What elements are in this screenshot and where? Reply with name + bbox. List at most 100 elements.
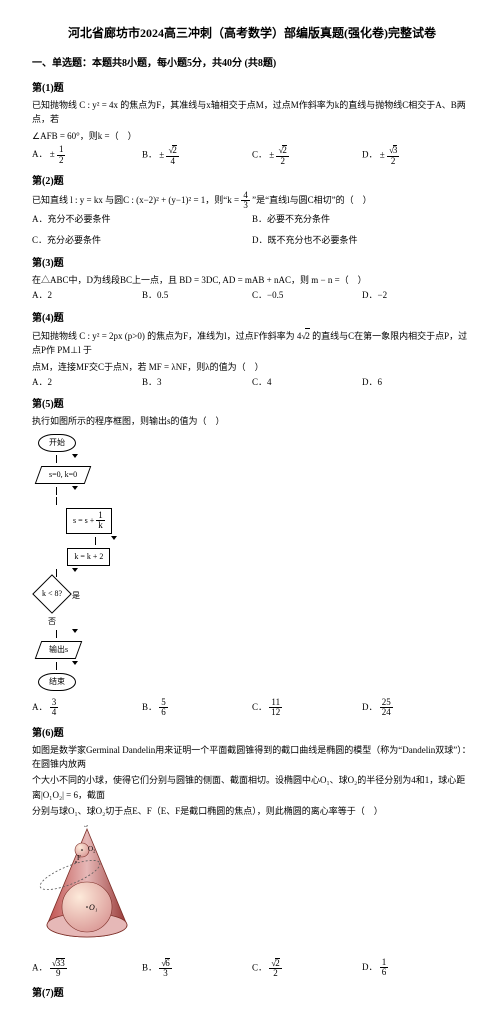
q5-flowchart: 开始 s=0, k=0 s = s + 1k k = k + 2 k < 8? … [38, 433, 472, 692]
flow-end: 结束 [38, 673, 76, 691]
q3-opt-b: B．0.5 [142, 289, 252, 303]
label-o1: O₁ [89, 903, 98, 912]
q2-stem: 已知直线 l : y = kx 与圆C : (x−2)² + (y−1)² = … [32, 191, 472, 211]
q6-b-label: B． [142, 962, 157, 972]
q1-d-den: 2 [387, 157, 399, 166]
q3-stem: 在△ABC中，D为线段BC上一点，且 BD = 3DC, AD = mAB + … [32, 273, 472, 287]
q6-stem-c: 分别与球O₁、球O₂切于点E、F（E、F是截口椭圆的焦点），则此椭圆的离心率等于… [32, 804, 472, 818]
q4-opt-b: B．3 [142, 376, 252, 390]
flow-upd-den: k [96, 521, 105, 530]
q1-b-rad: 2 [172, 145, 177, 155]
q6-cone-figure: S O₂ F O₁ [32, 825, 142, 945]
q3-number: 第(3)题 [32, 256, 472, 271]
q3-options: A．2 B．0.5 C．−0.5 D．−2 [32, 289, 472, 303]
flow-output: 输出s [35, 641, 83, 659]
q6-b-den: 3 [159, 969, 171, 978]
q4-stem-c: 点M，连接MF交C于点N，若 [32, 362, 147, 372]
q4-stem-c2: MF = λNF，则λ的值为（ ） [149, 362, 264, 372]
flow-yes: 是 [72, 590, 80, 602]
q1-c-pre: ± [269, 150, 274, 160]
q1-c-den: 2 [276, 157, 288, 166]
q1-d-pre: ± [380, 150, 385, 160]
q5-opt-d: D． 2524 [362, 698, 472, 718]
q6-stem-a: 如图是数学家Germinal Dandelin用来证明一个平面截圆锥得到的截口曲… [32, 743, 472, 772]
q6-opt-d: D． 16 [362, 958, 472, 979]
label-o2: O₂ [88, 845, 96, 853]
q4-opt-c: C．4 [252, 376, 362, 390]
q3-stem-b: BD = 3DC, AD = mAB + nAC，则 m − n =（ ） [179, 275, 366, 285]
exam-title: 河北省廊坊市2024高三冲刺（高考数学）部编版真题(强化卷)完整试卷 [32, 24, 472, 42]
q1-b-label: B． [142, 150, 157, 160]
q2-opt-b: B．必要不充分条件 [252, 213, 472, 227]
q5-stem: 执行如图所示的程序框图，则输出s的值为（ ） [32, 414, 472, 428]
q1-a-den: 2 [57, 156, 66, 165]
q6-stem-b: 个大小不同的小球，使得它们分别与圆锥的侧面、截面相切。设椭圆中心O₁、球O₂的半… [32, 773, 472, 802]
q2-stem-b: ”是“直线l与圆C相切”的（ ） [252, 195, 372, 205]
q6-b-rad: 6 [165, 958, 170, 968]
q1-opt-a: A． ± 12 [32, 145, 142, 166]
q4-options: A．2 B．3 C．4 D．6 [32, 376, 472, 390]
flow-out-text: 输出s [49, 644, 68, 656]
q2-number: 第(2)题 [32, 174, 472, 189]
q1-b-pre: ± [159, 150, 164, 160]
q6-c-rad: 2 [275, 958, 280, 968]
q4-opt-a: A．2 [32, 376, 142, 390]
q1-stem-2: ∠AFB = 60°，则k =（ ） [32, 129, 472, 143]
q6-options: A． 339 B． 63 C． 22 D． 16 [32, 958, 472, 979]
q4-opt-d: D．6 [362, 376, 472, 390]
q3-opt-d: D．−2 [362, 289, 472, 303]
label-s: S [84, 825, 88, 829]
q1-c-label: C． [252, 150, 267, 160]
q1-stem-b: C : y² = 4x 的焦点为F，其准线与x轴相交于点M，过点M作斜率为k的直… [32, 100, 466, 124]
q5-opt-c: C． 1112 [252, 698, 362, 718]
q2-opt-d: D．既不充分也不必要条件 [252, 234, 472, 248]
q6-a-label: A． [32, 962, 48, 972]
flow-init: s=0, k=0 [35, 466, 92, 484]
q2-opt-a: A．充分不必要条件 [32, 213, 252, 227]
q6-a-rad: 33 [56, 958, 65, 968]
q1-d-label: D． [362, 150, 378, 160]
flow-no: 否 [48, 616, 56, 628]
q6-c-den: 2 [269, 969, 281, 978]
q1-b-den: 4 [166, 157, 178, 166]
q3-opt-a: A．2 [32, 289, 142, 303]
q1-opt-b: B． ± 2 4 [142, 145, 252, 166]
q5-d-label: D． [362, 702, 378, 712]
flow-update-pre: s = s + [73, 516, 96, 525]
q1-stem-a: 已知抛物线 [32, 100, 77, 110]
label-f: F [77, 854, 81, 862]
flow-cond: k < 8? [38, 580, 66, 613]
q1-stem: 已知抛物线 C : y² = 4x 的焦点为F，其准线与x轴相交于点M，过点M作… [32, 98, 472, 127]
q5-options: A． 34 B． 56 C． 1112 D． 2524 [32, 698, 472, 718]
q5-b-label: B． [142, 702, 157, 712]
q1-options: A． ± 12 B． ± 2 4 C． ± 2 2 D． ± 32 [32, 145, 472, 166]
q2-opt-c: C．充分必要条件 [32, 234, 252, 248]
q4-stem-2: 点M，连接MF交C于点N，若 MF = λNF，则λ的值为（ ） [32, 360, 472, 374]
q2-stem-a: 已知直线 l : y = kx 与圆C : (x−2)² + (y−1)² = … [32, 195, 227, 205]
q1-opt-d: D． ± 32 [362, 145, 472, 166]
q1-a-pre: ± [50, 149, 55, 159]
q2-options-1: A．充分不必要条件 B．必要不充分条件 [32, 213, 472, 227]
q3-opt-c: C．−0.5 [252, 289, 362, 303]
flow-cond-text: k < 8? [42, 588, 62, 600]
q6-opt-b: B． 63 [142, 958, 252, 979]
q7-number: 第(7)题 [32, 986, 472, 1001]
q1-opt-c: C． ± 2 2 [252, 145, 362, 166]
q1-stem-c: ∠AFB = 60°，则k =（ ） [32, 131, 137, 141]
q6-d-den: 6 [380, 968, 389, 977]
q1-a-label: A． [32, 149, 48, 159]
q1-c-rad: 2 [282, 145, 287, 155]
q4-stem-a: 已知抛物线 C : y² = 2px (p>0) 的焦点为F，准线为l，过点F作… [32, 331, 301, 341]
section-heading: 一、单选题：本题共8小题，每小题5分，共40分 (共8题) [32, 56, 472, 71]
q2-options-2: C．充分必要条件 D．既不充分也不必要条件 [32, 234, 472, 248]
q6-number: 第(6)题 [32, 726, 472, 741]
q5-opt-b: B． 56 [142, 698, 252, 718]
q6-d-label: D． [362, 962, 378, 972]
flow-inc: k = k + 2 [67, 548, 110, 566]
flow-update: s = s + 1k [66, 508, 112, 534]
flow-start: 开始 [38, 434, 76, 452]
q4-number: 第(4)题 [32, 311, 472, 326]
q4-rad: 2 [305, 328, 310, 343]
q5-c-label: C． [252, 702, 267, 712]
flow-init-text: s=0, k=0 [49, 469, 77, 481]
